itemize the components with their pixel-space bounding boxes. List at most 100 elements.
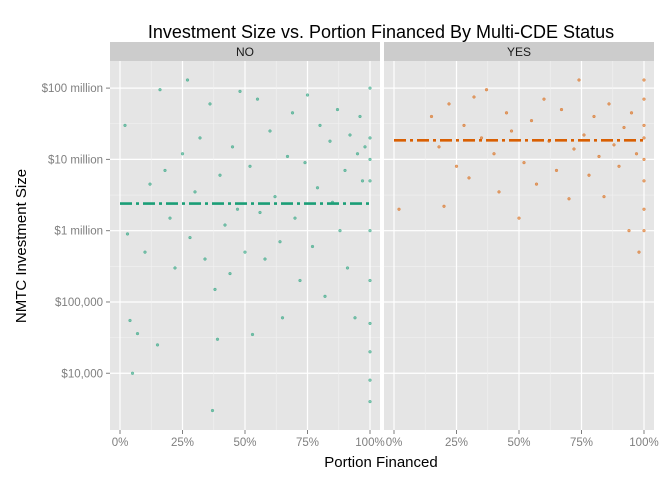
- data-point-yes: [447, 102, 451, 106]
- data-point-no: [193, 190, 197, 194]
- data-point-yes: [497, 190, 501, 194]
- data-point-no: [223, 223, 227, 227]
- facet-label-no: NO: [236, 45, 254, 59]
- y-axis-title: NMTC Investment Size: [13, 169, 30, 323]
- data-point-yes: [534, 182, 539, 186]
- chart-title: Investment Size vs. Portion Financed By …: [148, 22, 614, 42]
- data-point-no: [280, 316, 285, 320]
- data-point-yes: [642, 97, 646, 101]
- x-tick-label: 100%: [629, 437, 658, 449]
- x-tick-label: 75%: [570, 437, 593, 449]
- data-point-yes: [397, 207, 401, 211]
- data-point-yes: [467, 176, 471, 180]
- data-point-yes: [572, 147, 576, 151]
- data-point-no: [163, 168, 167, 173]
- data-point-yes: [442, 204, 446, 208]
- data-point-yes: [642, 123, 646, 127]
- data-point-yes: [509, 129, 514, 133]
- data-point-yes: [559, 107, 564, 112]
- data-point-yes: [484, 88, 489, 92]
- data-point-no: [285, 154, 290, 159]
- data-point-yes: [642, 229, 646, 233]
- data-point-yes: [642, 179, 646, 183]
- data-point-no: [323, 294, 327, 298]
- data-point-yes: [542, 97, 546, 101]
- facet-strip-no: [110, 42, 380, 61]
- data-point-no: [368, 400, 372, 404]
- data-point-no: [135, 332, 140, 336]
- data-point-no: [315, 186, 320, 190]
- data-point-no: [368, 229, 372, 233]
- data-point-no: [338, 229, 342, 233]
- data-point-no: [130, 371, 135, 375]
- data-point-yes: [517, 216, 521, 220]
- data-point-yes: [642, 136, 646, 140]
- data-point-no: [368, 136, 372, 140]
- data-point-no: [358, 114, 362, 119]
- gridlines-yes: [384, 61, 654, 430]
- gridlines-no: [110, 61, 380, 430]
- data-point-no: [258, 210, 262, 215]
- x-axis: 0% 25% 50% 75% 100% 0% 25% 50% 75% 100%: [112, 430, 659, 449]
- data-point-no: [368, 157, 372, 161]
- data-point-no: [180, 152, 185, 156]
- data-point-no: [290, 111, 295, 115]
- data-point-yes: [622, 125, 626, 130]
- data-point-no: [143, 250, 147, 254]
- data-point-no: [368, 321, 372, 326]
- x-tick-label: 50%: [233, 437, 256, 449]
- data-point-yes: [462, 123, 466, 127]
- x-axis-title: Portion Financed: [324, 454, 437, 471]
- data-point-no: [360, 179, 365, 183]
- data-point-no: [363, 145, 367, 149]
- data-point-yes: [607, 102, 611, 106]
- data-point-yes: [479, 136, 484, 140]
- points-no: [123, 78, 372, 413]
- data-point-no: [155, 343, 160, 347]
- data-point-yes: [642, 78, 646, 82]
- data-point-no: [250, 332, 255, 337]
- data-point-no: [368, 86, 372, 90]
- data-point-no: [318, 123, 322, 127]
- data-point-no: [218, 173, 222, 177]
- data-point-no: [238, 89, 242, 93]
- y-tick-label: $10 million: [48, 154, 103, 166]
- y-tick-label: $100,000: [55, 297, 103, 309]
- data-point-yes: [634, 152, 639, 156]
- data-point-yes: [522, 161, 526, 165]
- data-point-no: [345, 266, 350, 270]
- data-point-yes: [582, 133, 586, 137]
- x-tick-label: 0%: [112, 437, 129, 449]
- x-tick-label: 50%: [507, 437, 530, 449]
- data-point-no: [235, 207, 240, 211]
- data-point-no: [203, 257, 207, 261]
- facet-strip-yes: [384, 42, 654, 61]
- data-point-no: [348, 133, 352, 137]
- y-axis: $10,000 $100,000 $1 million $10 million $100…: [42, 83, 110, 380]
- facet-panel-no: NO: [110, 42, 380, 430]
- data-point-yes: [454, 164, 459, 168]
- data-point-yes: [592, 114, 596, 119]
- data-point-no: [263, 257, 267, 261]
- data-point-no: [353, 316, 357, 320]
- data-point-yes: [587, 173, 591, 177]
- data-point-no: [243, 250, 247, 254]
- data-point-yes: [504, 111, 509, 115]
- data-point-no: [213, 287, 217, 292]
- data-point-yes: [567, 197, 571, 201]
- data-point-yes: [642, 157, 646, 161]
- data-point-yes: [437, 145, 441, 149]
- x-tick-label: 0%: [386, 437, 403, 449]
- data-point-no: [293, 216, 297, 220]
- data-point-no: [185, 78, 190, 82]
- data-point-yes: [629, 111, 634, 115]
- facet-label-yes: YES: [507, 45, 531, 59]
- data-point-no: [255, 97, 260, 101]
- data-point-no: [128, 318, 132, 323]
- data-point-no: [343, 168, 347, 173]
- y-tick-label: $100 million: [42, 83, 103, 95]
- data-point-no: [278, 240, 282, 244]
- data-point-no: [123, 123, 127, 127]
- data-point-no: [208, 102, 212, 106]
- data-point-yes: [617, 164, 621, 168]
